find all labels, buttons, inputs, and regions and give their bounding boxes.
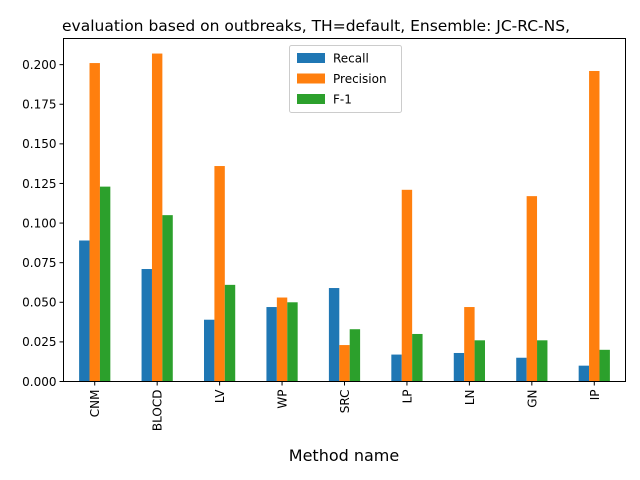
y-tick-label: 0.200 — [22, 58, 56, 72]
bar-recall-ln — [453, 352, 465, 382]
bar-precision-ip — [589, 70, 600, 382]
bar-recall-wp — [266, 307, 277, 382]
y-tick-label: 0.150 — [22, 137, 56, 151]
x-tick-label: GN — [525, 390, 539, 408]
bars-group — [79, 53, 610, 382]
legend-label: F-1 — [333, 93, 352, 107]
bar-f-1-ip — [599, 349, 610, 382]
bar-f-1-ln — [474, 340, 485, 382]
bar-precision-lv — [214, 166, 225, 382]
x-tick-label: LN — [463, 390, 477, 406]
bar-precision-lp — [401, 189, 413, 382]
legend-label: Precision — [333, 72, 387, 86]
bar-f-1-gn — [537, 340, 548, 382]
x-tick-label: CNM — [88, 390, 102, 418]
x-tick-label: WP — [276, 390, 290, 409]
bar-precision-cnm — [89, 63, 100, 382]
bar-recall-lv — [204, 319, 215, 382]
bar-precision-ln — [464, 307, 475, 382]
y-tick-label: 0.125 — [22, 177, 56, 191]
chart-title: evaluation based on outbreaks, TH=defaul… — [62, 17, 570, 35]
bar-recall-cnm — [79, 240, 90, 382]
y-axis: 0.000 0.025 0.050 0.075 0.100 0.125 0.150 0.175… — [22, 58, 64, 389]
bar-recall-gn — [516, 357, 527, 382]
bar-f-1-lv — [224, 284, 236, 382]
x-tick-label: LP — [400, 390, 414, 404]
y-tick-label: 0.025 — [22, 335, 56, 349]
x-tick-label: LV — [213, 389, 227, 403]
x-tick-label: SRC — [338, 390, 352, 414]
bar-precision-wp — [276, 297, 288, 382]
y-tick-label: 0.100 — [22, 216, 56, 230]
bar-f-1-cnm — [99, 186, 111, 382]
x-axis-label: Method name — [289, 446, 399, 465]
bar-precision-gn — [526, 196, 538, 382]
bar-recall-ip — [578, 365, 590, 382]
bar-precision-blocd — [151, 53, 163, 382]
bar-precision-src — [339, 345, 350, 382]
bar-f-1-blocd — [162, 215, 173, 382]
legend-swatch-recall — [297, 53, 325, 63]
y-tick-label: 0.175 — [22, 98, 56, 112]
bar-recall-lp — [391, 354, 402, 382]
x-tick-label: IP — [588, 390, 602, 401]
bar-f-1-wp — [287, 302, 298, 382]
legend-swatch-f-1 — [297, 94, 325, 104]
bar-f-1-lp — [412, 333, 423, 382]
y-tick-label: 0.075 — [22, 256, 56, 270]
legend: Recall Precision F-1 — [289, 45, 402, 113]
legend-label: Recall — [333, 52, 369, 66]
legend-swatch-precision — [297, 73, 325, 84]
bar-recall-blocd — [141, 269, 152, 382]
x-tick-label: BLOCD — [151, 390, 165, 432]
y-tick-label: 0.000 — [22, 375, 56, 389]
bar-recall-src — [328, 288, 340, 382]
plot-frame — [63, 38, 626, 382]
y-tick-label: 0.050 — [22, 296, 56, 310]
bar-f-1-src — [349, 329, 361, 382]
x-axis: CNM BLOCD LV WP SRC LP LN GN IP — [88, 381, 602, 432]
